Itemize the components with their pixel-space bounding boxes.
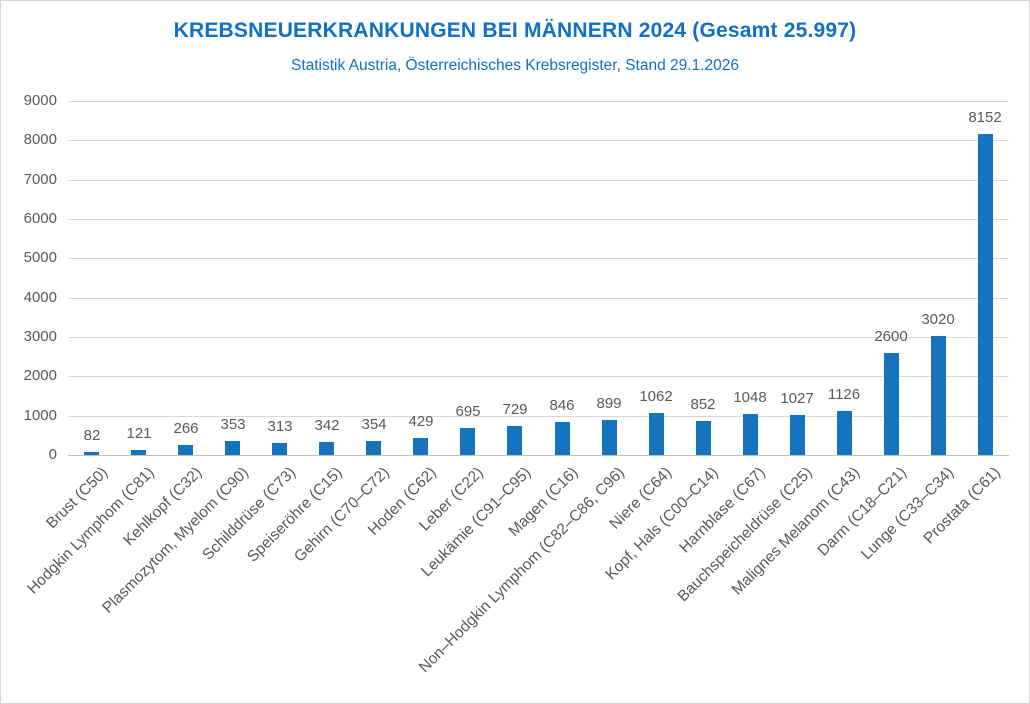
y-axis-tick-label: 0 bbox=[48, 446, 57, 463]
bar-value-label: 1126 bbox=[827, 386, 861, 403]
bar-value-label: 3020 bbox=[921, 311, 955, 328]
bar-value-label: 899 bbox=[596, 395, 622, 412]
y-axis-tick-label: 7000 bbox=[23, 171, 57, 188]
bar-value-label: 695 bbox=[455, 403, 481, 420]
y-axis-tick-label: 1000 bbox=[23, 407, 57, 424]
chart-subtitle: Statistik Austria, Österreichisches Kreb… bbox=[290, 57, 739, 74]
y-axis-tick-label: 3000 bbox=[23, 328, 57, 345]
bar bbox=[931, 336, 946, 455]
bar bbox=[178, 445, 193, 455]
bar bbox=[225, 441, 240, 455]
y-gridline bbox=[68, 416, 1009, 417]
bar-value-label: 82 bbox=[83, 427, 101, 444]
y-gridline bbox=[68, 180, 1009, 181]
y-gridline bbox=[68, 337, 1009, 338]
chart-title: KREBSNEUERKRANKUNGEN BEI MÄNNERN 2024 (G… bbox=[173, 19, 857, 42]
bar-value-label: 354 bbox=[361, 416, 387, 433]
bar bbox=[84, 452, 99, 455]
bar bbox=[319, 442, 334, 455]
bar-value-label: 353 bbox=[220, 416, 246, 433]
y-gridline bbox=[68, 140, 1009, 141]
bar bbox=[743, 414, 758, 455]
y-axis-tick-label: 8000 bbox=[23, 131, 57, 148]
bar-value-label: 2600 bbox=[874, 328, 908, 345]
bar-value-label: 846 bbox=[549, 397, 575, 414]
bar bbox=[131, 450, 146, 455]
bar-value-label: 1027 bbox=[780, 390, 814, 407]
bar-value-label: 1062 bbox=[639, 388, 673, 405]
x-axis-line bbox=[68, 455, 1009, 456]
bar bbox=[366, 441, 381, 455]
bar-value-label: 8152 bbox=[968, 109, 1002, 126]
y-gridline bbox=[68, 298, 1009, 299]
bar bbox=[507, 426, 522, 455]
bar bbox=[884, 353, 899, 455]
y-axis-tick-label: 4000 bbox=[23, 289, 57, 306]
bar bbox=[272, 443, 287, 455]
bar-value-label: 313 bbox=[267, 418, 293, 435]
y-gridline bbox=[68, 376, 1009, 377]
bar bbox=[790, 415, 805, 455]
bar-value-label: 429 bbox=[408, 413, 434, 430]
y-axis-tick-label: 9000 bbox=[23, 92, 57, 109]
bar bbox=[837, 411, 852, 455]
y-axis-tick-label: 2000 bbox=[23, 367, 57, 384]
bar bbox=[602, 420, 617, 455]
bar bbox=[696, 421, 711, 455]
bar-value-label: 729 bbox=[502, 401, 528, 418]
y-gridline bbox=[68, 101, 1009, 102]
bar bbox=[460, 428, 475, 455]
bar bbox=[555, 422, 570, 455]
bar bbox=[413, 438, 428, 455]
bar-value-label: 1048 bbox=[733, 389, 767, 406]
y-axis-tick-label: 5000 bbox=[23, 249, 57, 266]
bar bbox=[649, 413, 664, 455]
bar-value-label: 342 bbox=[314, 417, 340, 434]
y-gridline bbox=[68, 258, 1009, 259]
bar-value-label: 266 bbox=[173, 420, 199, 437]
y-gridline bbox=[68, 219, 1009, 220]
bar bbox=[978, 134, 993, 455]
y-axis-tick-label: 6000 bbox=[23, 210, 57, 227]
bar-value-label: 121 bbox=[126, 425, 152, 442]
bar-value-label: 852 bbox=[690, 396, 716, 413]
